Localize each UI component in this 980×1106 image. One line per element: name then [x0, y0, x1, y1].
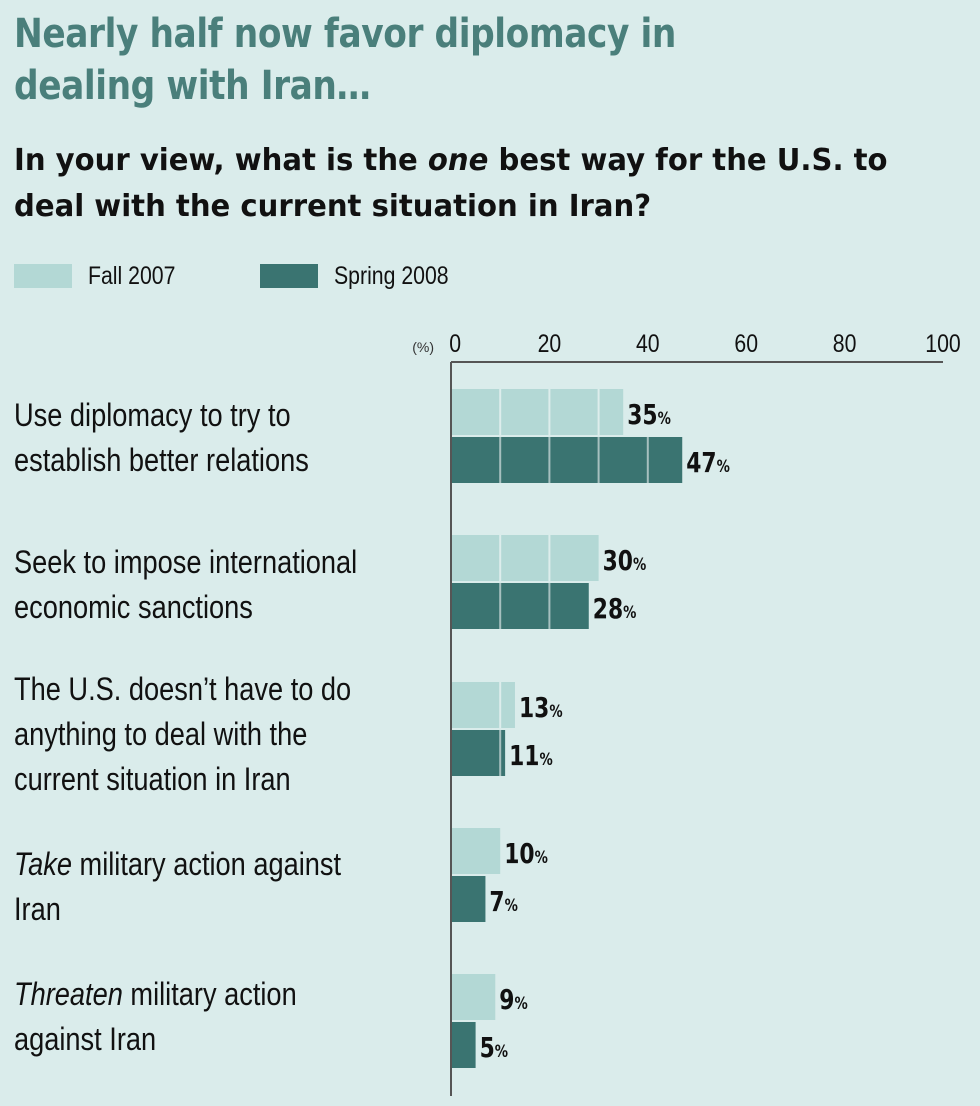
bar-spring-2008 [452, 730, 506, 776]
data-label-fall-2007: 35% [627, 398, 671, 430]
legend-label-fall-2007: Fall 2007 [88, 261, 176, 290]
data-label-fall-2007: 9% [499, 983, 527, 1015]
bar-fall-2007 [452, 828, 501, 874]
chart-subtitle: In your view, what is the one best way f… [14, 138, 945, 230]
category-label-text: military action against Iran [14, 976, 297, 1057]
percent-sign: % [495, 1041, 508, 1061]
category-label-text: Use diplomacy to try to establish better… [14, 397, 309, 478]
category-label-text: Seek to impose international economic sa… [14, 544, 358, 625]
bar-spring-2008 [452, 583, 589, 629]
data-label-spring-2008: 47% [686, 446, 730, 478]
category-label-emphasis: Threaten [14, 976, 123, 1012]
percent-sign: % [514, 993, 527, 1013]
category-label-emphasis: Take [14, 846, 72, 882]
legend-swatch-spring-2008 [260, 264, 318, 288]
category-label-text: military action against Iran [14, 846, 342, 927]
percent-sign: % [539, 749, 552, 769]
legend-item-fall-2007: Fall 2007 [14, 262, 191, 290]
percent-sign: % [717, 456, 730, 476]
data-label-spring-2008: 5% [480, 1031, 508, 1063]
data-label-fall-2007: 10% [504, 837, 548, 869]
percent-sign: % [658, 408, 671, 428]
category-label: Take military action against Iran [14, 842, 371, 932]
x-tick-label: 0 [449, 329, 461, 357]
unit-label: (%) [412, 339, 434, 355]
legend-swatch-fall-2007 [14, 264, 72, 288]
x-tick-label: 20 [538, 329, 562, 357]
data-label-spring-2008: 11% [509, 739, 553, 771]
category-label: Use diplomacy to try to establish better… [14, 393, 371, 483]
percent-sign: % [633, 554, 646, 574]
subtitle-part-2: best way for the U.S. to deal with the c… [14, 143, 888, 224]
bar-spring-2008 [452, 1022, 476, 1068]
bar-fall-2007 [452, 682, 515, 728]
data-label-fall-2007: 30% [603, 544, 647, 576]
category-label-text: The U.S. doesn’t have to do anything to … [14, 671, 352, 797]
data-label-fall-2007: 13% [519, 691, 563, 723]
data-label-spring-2008: 28% [593, 592, 637, 624]
percent-sign: % [505, 895, 518, 915]
percent-sign: % [549, 701, 562, 721]
bar-fall-2007 [452, 535, 599, 581]
x-tick-label: 80 [833, 329, 857, 357]
chart-title: Nearly half now favor diplomacy in deali… [14, 11, 676, 109]
percent-sign: % [535, 847, 548, 867]
bar-fall-2007 [452, 389, 624, 435]
data-label-spring-2008: 7% [489, 885, 517, 917]
x-tick-label: 60 [734, 329, 758, 357]
legend-label-spring-2008: Spring 2008 [334, 261, 449, 290]
x-tick-label: 100 [925, 329, 960, 357]
category-label: The U.S. doesn’t have to do anything to … [14, 667, 371, 802]
bar-fall-2007 [452, 974, 496, 1020]
legend-item-spring-2008: Spring 2008 [260, 262, 469, 290]
category-label: Seek to impose international economic sa… [14, 540, 371, 630]
category-label: Threaten military action against Iran [14, 972, 371, 1062]
percent-sign: % [623, 602, 636, 622]
x-tick-label: 40 [636, 329, 660, 357]
subtitle-emphasis: one [427, 143, 489, 178]
bar-spring-2008 [452, 876, 486, 922]
subtitle-part-1: In your view, what is the [14, 143, 428, 178]
bar-spring-2008 [452, 437, 683, 483]
